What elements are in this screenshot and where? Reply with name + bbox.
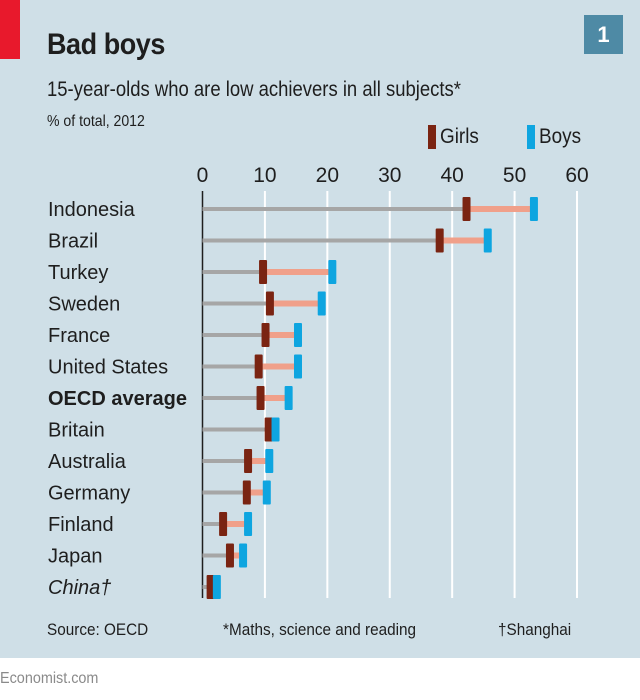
category-label: OECD average bbox=[48, 388, 187, 410]
chart-number-badge: 1 bbox=[584, 15, 623, 54]
category-label: Japan bbox=[48, 546, 103, 568]
legend-item-boys: Boys bbox=[527, 122, 586, 152]
legend-swatch-boys bbox=[527, 125, 535, 149]
boys-marker bbox=[271, 417, 280, 442]
category-label: Australia bbox=[48, 451, 127, 473]
brand-watermark: Economist.com bbox=[0, 670, 99, 687]
x-tick-label: 0 bbox=[197, 164, 209, 187]
x-tick-label: 40 bbox=[440, 164, 463, 187]
dumbbell-marks bbox=[202, 197, 538, 599]
girls-marker bbox=[259, 260, 268, 284]
girls-marker bbox=[225, 543, 234, 568]
girls-marker bbox=[219, 512, 228, 536]
boys-marker bbox=[262, 480, 271, 505]
girls-marker bbox=[264, 417, 273, 442]
chart-unit-label: % of total, 2012 bbox=[47, 113, 145, 130]
chart-title: Bad boys bbox=[47, 28, 165, 61]
girls-marker bbox=[206, 575, 215, 599]
chart-plot: 0 10 20 30 40 50 60 Indonesia Brazil Turkey Swede… bbox=[48, 164, 589, 599]
boys-marker bbox=[265, 449, 274, 473]
footnote-subjects: *Maths, science and reading bbox=[223, 620, 417, 639]
girls-marker bbox=[256, 386, 265, 410]
chart-panel bbox=[0, 0, 640, 658]
category-label: Brazil bbox=[48, 231, 98, 253]
boys-marker bbox=[529, 197, 538, 221]
category-label: China† bbox=[48, 577, 111, 599]
x-tick-label: 60 bbox=[565, 164, 588, 187]
category-label: Sweden bbox=[48, 294, 120, 316]
x-tick-label: 30 bbox=[378, 164, 401, 187]
x-tick-label: 50 bbox=[503, 164, 526, 187]
x-axis-ticks: 0 10 20 30 40 50 60 bbox=[197, 164, 589, 187]
boys-marker bbox=[293, 354, 302, 379]
legend-swatch-girls bbox=[428, 125, 436, 149]
category-label: Finland bbox=[48, 514, 114, 536]
legend-label-boys: Boys bbox=[539, 125, 582, 148]
boys-marker bbox=[239, 543, 248, 568]
girls-marker bbox=[242, 480, 251, 505]
gridlines bbox=[201, 191, 578, 598]
red-accent-tag bbox=[0, 0, 20, 59]
legend-item-girls: Girls bbox=[428, 122, 483, 152]
boys-marker bbox=[293, 323, 302, 347]
category-label: Britain bbox=[48, 420, 105, 442]
boys-marker bbox=[212, 575, 221, 599]
footnote-shanghai: †Shanghai bbox=[498, 620, 572, 639]
category-label: Turkey bbox=[48, 262, 108, 284]
legend-label-girls: Girls bbox=[440, 125, 479, 148]
boys-marker bbox=[284, 386, 293, 410]
girls-marker bbox=[261, 323, 270, 347]
source-note: Source: OECD bbox=[47, 620, 149, 639]
girls-marker bbox=[244, 449, 253, 473]
category-labels: Indonesia Brazil Turkey Sweden France United … bbox=[48, 199, 187, 599]
chart-subtitle: 15-year-olds who are low achievers in al… bbox=[47, 78, 461, 101]
boys-marker bbox=[328, 260, 337, 284]
boys-marker bbox=[317, 291, 326, 316]
x-tick-label: 10 bbox=[253, 164, 276, 187]
x-tick-label: 20 bbox=[316, 164, 339, 187]
girls-marker bbox=[254, 354, 263, 379]
category-label: Germany bbox=[48, 483, 130, 505]
girls-marker bbox=[462, 197, 471, 221]
girls-marker bbox=[435, 228, 444, 253]
boys-marker bbox=[244, 512, 253, 536]
girls-marker bbox=[265, 291, 274, 316]
category-label: Indonesia bbox=[48, 199, 136, 221]
category-label: France bbox=[48, 325, 110, 347]
boys-marker bbox=[483, 228, 492, 253]
category-label: United States bbox=[48, 357, 168, 379]
